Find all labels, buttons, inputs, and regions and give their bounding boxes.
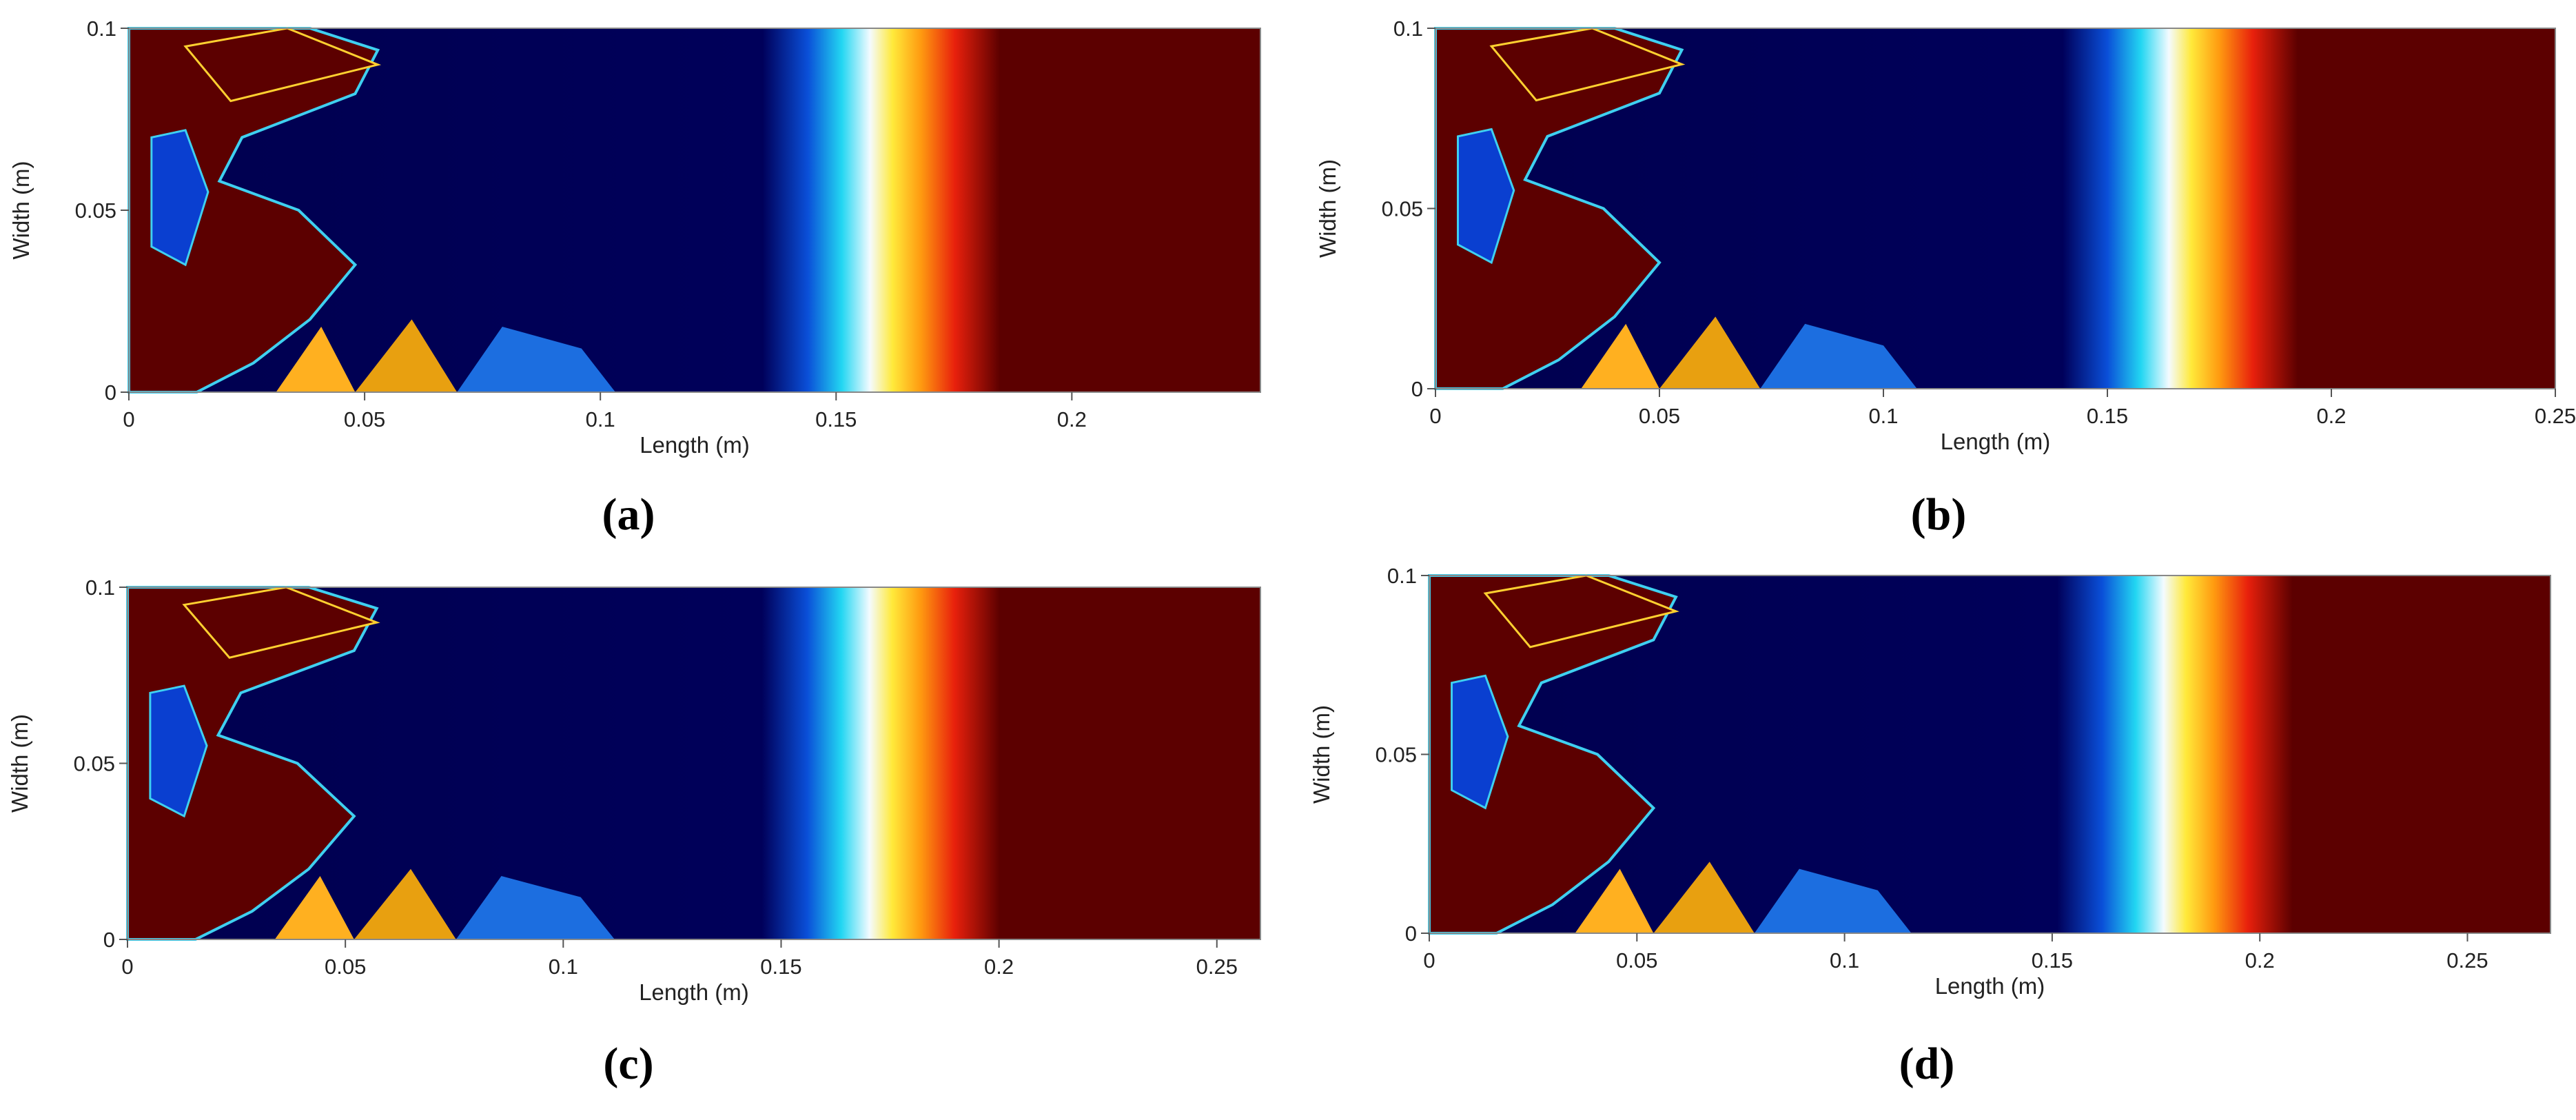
x-tick-label: 0.2 xyxy=(2316,404,2346,428)
y-tick-label: 0 xyxy=(103,928,115,952)
panel-caption: (a) xyxy=(602,489,655,540)
x-tick-label: 0.15 xyxy=(2032,948,2073,973)
field-region xyxy=(1451,674,1509,810)
x-tick-label: 0.25 xyxy=(2446,948,2488,973)
x-tick-label: 0.2 xyxy=(2245,948,2275,973)
panel: 0 0.05 0.1 0.15 0.2 0 0.05 0.1 Length (m) Width (… xyxy=(8,17,1261,540)
x-tick-label: 0.05 xyxy=(344,407,385,431)
y-tick-label: 0 xyxy=(105,380,116,405)
x-tick-label: 0.1 xyxy=(586,407,615,431)
field-region xyxy=(1659,316,1761,389)
y-tick-label: 0.1 xyxy=(87,17,116,41)
y-tick-label: 0.1 xyxy=(1387,564,1417,588)
field-region xyxy=(183,27,382,103)
field-region xyxy=(150,129,209,267)
x-tick-label: 0.05 xyxy=(1616,948,1657,973)
x-tick-label: 0 xyxy=(121,955,133,979)
x-tick-label: 0.05 xyxy=(1639,404,1680,428)
field-region xyxy=(276,326,356,392)
field-region xyxy=(1754,868,1912,933)
x-tick-label: 0.2 xyxy=(1057,407,1087,431)
field-region xyxy=(1653,862,1755,933)
y-tick-label: 0.05 xyxy=(1376,743,1417,767)
y-axis-title: Width (m) xyxy=(7,714,32,813)
x-tick-label: 0.15 xyxy=(2087,404,2128,428)
x-tick-label: 0.1 xyxy=(1830,948,1859,973)
field-region xyxy=(149,684,208,818)
x-tick-label: 0.2 xyxy=(984,955,1014,979)
x-tick-label: 0.15 xyxy=(760,955,801,979)
y-tick-label: 0.1 xyxy=(85,576,115,600)
field-region xyxy=(355,319,458,392)
field-region xyxy=(354,868,456,939)
field-region xyxy=(456,876,615,939)
panel: 0 0.05 0.1 0.15 0.2 0.25 0 0.05 0.1 Length (m) Wid… xyxy=(1315,17,2576,540)
panel: 0 0.05 0.1 0.15 0.2 0.25 0 0.05 0.1 Length (m) Wid… xyxy=(7,576,1261,1089)
x-axis-title: Length (m) xyxy=(640,432,750,458)
x-tick-label: 0 xyxy=(1429,404,1441,428)
field-region xyxy=(274,876,354,939)
y-axis-title: Width (m) xyxy=(1315,159,1340,258)
y-tick-label: 0 xyxy=(1411,377,1423,401)
x-tick-label: 0 xyxy=(123,407,134,431)
field-region xyxy=(457,326,616,392)
panel-caption: (c) xyxy=(603,1039,653,1089)
field-region xyxy=(1575,868,1654,933)
panel: 0 0.05 0.1 0.15 0.2 0.25 0 0.05 0.1 Length (m) Wid… xyxy=(1309,564,2551,1089)
panel-caption: (d) xyxy=(1899,1039,1955,1089)
x-tick-label: 0.1 xyxy=(1868,404,1898,428)
x-axis-title: Length (m) xyxy=(639,979,749,1005)
field-region xyxy=(1457,128,1515,265)
field-region xyxy=(182,586,380,659)
y-tick-label: 0.1 xyxy=(1393,17,1423,41)
y-tick-label: 0.05 xyxy=(1382,197,1423,221)
y-tick-label: 0 xyxy=(1405,922,1417,946)
field-region xyxy=(1581,323,1659,389)
y-axis-title: Width (m) xyxy=(1309,705,1334,804)
y-tick-label: 0.05 xyxy=(74,752,115,776)
x-tick-label: 0.05 xyxy=(325,955,366,979)
y-tick-label: 0.05 xyxy=(75,198,116,223)
field-region xyxy=(1483,574,1679,649)
x-axis-title: Length (m) xyxy=(1941,429,2051,454)
y-axis-title: Width (m) xyxy=(8,161,34,260)
panel-caption: (b) xyxy=(1911,489,1967,540)
field-region xyxy=(1489,27,1686,102)
field-region xyxy=(1760,323,1917,389)
x-tick-label: 0 xyxy=(1423,948,1435,973)
x-tick-label: 0.25 xyxy=(1196,955,1238,979)
x-tick-label: 0.15 xyxy=(815,407,857,431)
x-axis-title: Length (m) xyxy=(1935,973,2045,999)
x-tick-label: 0.1 xyxy=(549,955,578,979)
x-tick-label: 0.25 xyxy=(2535,404,2576,428)
